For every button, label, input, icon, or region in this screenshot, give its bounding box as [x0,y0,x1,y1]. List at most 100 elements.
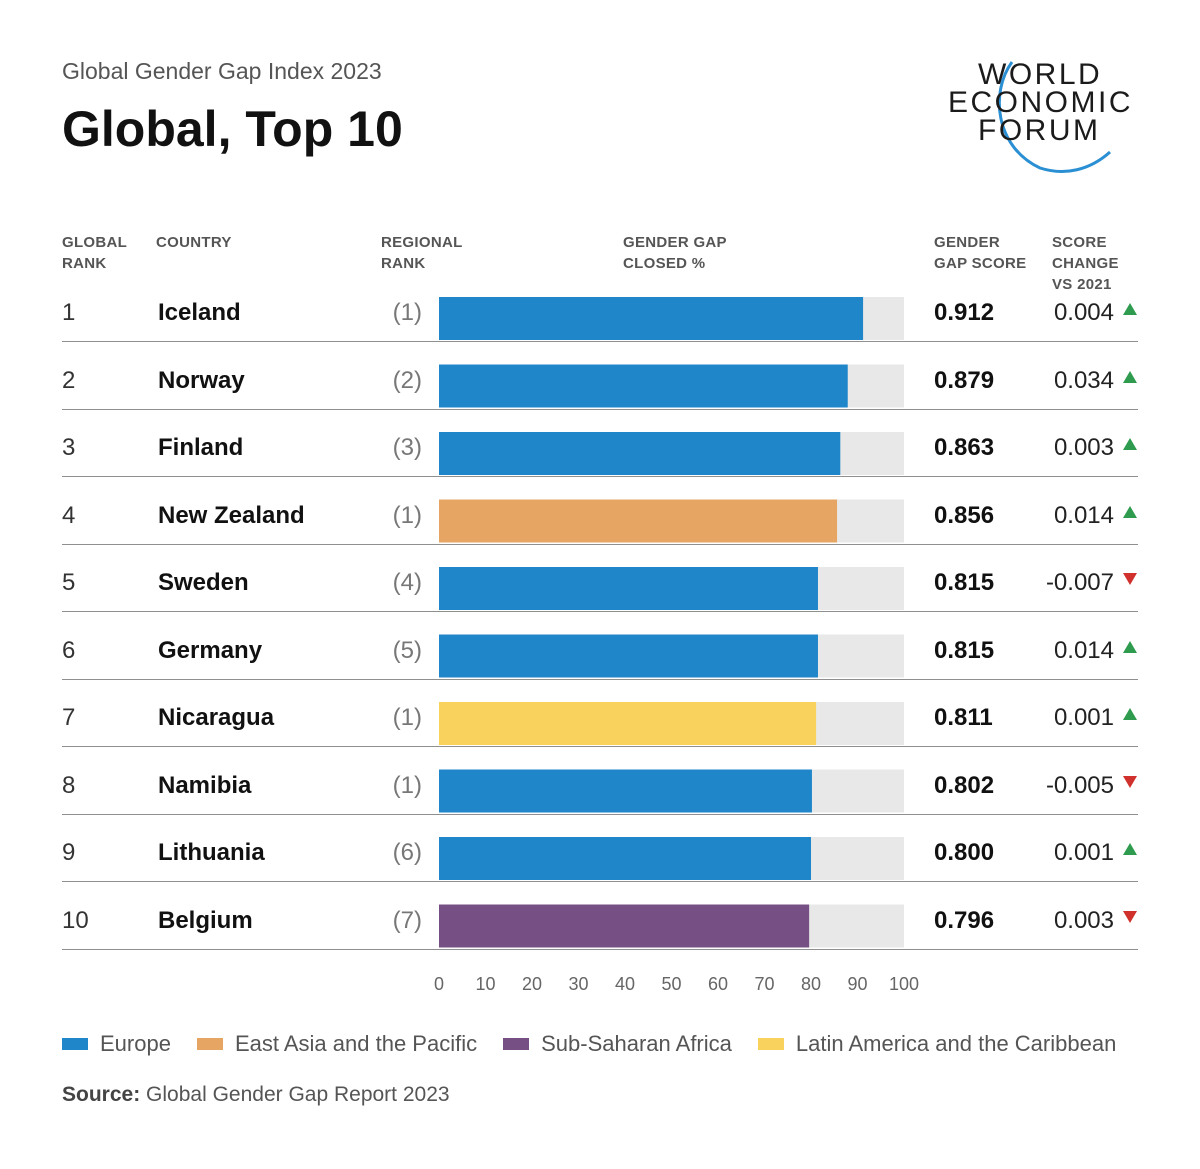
chart-title: Global, Top 10 [62,101,403,157]
regional-rank: (1) [392,501,422,529]
x-tick-label: 10 [475,974,495,994]
header-score-change-line: SCORE [1052,234,1107,251]
legend-swatch-east-asia [196,1038,223,1050]
regional-rank: (1) [392,299,422,326]
table-row: 2 Norway (2) 0.879 0.034 [62,343,1138,410]
bar-gap-closed [439,702,817,745]
header-gap-closed-line: CLOSED % [623,255,706,272]
chart-subtitle: Global Gender Gap Index 2023 [62,58,382,84]
legend-item: Europe [62,1031,171,1057]
regional-rank: (1) [392,704,422,731]
arrow-up-icon [1123,370,1137,383]
score-change: 0.014 [1053,501,1114,529]
country-name: Iceland [158,299,241,326]
source-note: Source: Global Gender Gap Report 2023 [62,1083,450,1107]
arrow-down-icon [1123,775,1137,788]
header-regional-rank-line: REGIONAL [381,234,463,251]
header-gap-score: GENDER GAP SCORE [934,232,1026,274]
legend-swatch-europe [62,1038,88,1050]
x-tick-label: 0 [434,974,444,994]
score-change: -0.005 [1045,771,1114,799]
legend-item: East Asia and the Pacific [196,1031,478,1057]
arrow-up-icon [1123,438,1137,450]
arrow-up-icon [1123,843,1137,855]
row-divider [62,813,1138,815]
header-country: COUNTRY [156,232,232,253]
gender-gap-score: 0.863 [934,434,995,461]
row-divider [62,746,1138,747]
gender-gap-score: 0.912 [934,299,995,326]
gender-gap-score: 0.800 [934,839,995,866]
bar-gap-closed [439,837,811,880]
legend-label: Sub-Saharan Africa [541,1031,732,1056]
wef-logo: WORLD ECONOMIC FORUM [940,52,1150,182]
global-rank: 1 [62,299,76,326]
x-tick-label: 50 [661,974,681,994]
arrow-down-icon [1123,573,1137,585]
legend: Europe East Asia and the Pacific Sub-Sah… [62,1030,1142,1058]
arrow-up-icon [1123,708,1137,720]
table-row: 8 Namibia (1) 0.802 -0.005 [62,748,1138,815]
source-text: Global Gender Gap Report 2023 [146,1083,450,1106]
table-row: 6 Germany (5) 0.815 0.014 [62,613,1138,680]
legend-label: East Asia and the Pacific [234,1031,478,1056]
global-rank: 10 [62,906,89,934]
row-divider [62,408,1138,410]
header-score-change: SCORE CHANGE VS 2021 [1052,232,1119,295]
score-change: 0.004 [1053,299,1114,326]
header-gap-score-line: GENDER [934,234,1000,251]
header-global-rank-line: RANK [62,255,107,272]
row-divider [62,611,1138,612]
gender-gap-score: 0.811 [934,704,993,731]
score-change: 0.014 [1053,636,1114,664]
x-tick-label: 60 [708,974,728,994]
regional-rank: (2) [392,366,422,394]
regional-rank: (3) [392,434,422,461]
bar-gap-closed [439,364,848,408]
country-name: Belgium [158,906,253,934]
table-row: 9 Lithuania (6) 0.800 0.001 [62,815,1138,882]
regional-rank: (5) [392,636,422,664]
header-score-change-line: VS 2021 [1052,276,1112,293]
gender-gap-score: 0.802 [934,771,995,799]
row-divider [62,476,1138,477]
x-tick-label: 20 [522,974,542,994]
legend-swatch-latin-america [757,1038,784,1050]
gender-gap-score: 0.815 [934,636,995,664]
bar-gap-closed [439,432,841,475]
score-change: 0.003 [1053,434,1114,461]
arrow-up-icon [1123,505,1137,518]
x-tick-label: 70 [754,974,774,994]
row-divider [62,543,1138,545]
score-change: 0.001 [1053,839,1114,866]
bar-gap-closed [439,297,864,340]
header-regional-rank: REGIONAL RANK [381,232,463,274]
regional-rank: (4) [392,569,422,596]
x-tick-label: 30 [568,974,588,994]
bar-gap-closed [439,567,818,610]
gender-gap-score: 0.856 [934,501,995,529]
gender-gap-score: 0.815 [934,569,995,596]
x-tick-label: 90 [847,974,867,994]
country-name: Nicaragua [158,704,275,731]
table-row: 1 Iceland (1) 0.912 0.004 [62,275,1138,342]
row-divider [62,678,1138,680]
gender-gap-score: 0.796 [934,906,995,934]
global-rank: 6 [62,636,76,664]
source-label: Source: [62,1083,141,1106]
wef-logo-line-3: FORUM [978,114,1101,147]
regional-rank: (1) [392,771,422,799]
score-change: 0.003 [1053,906,1114,934]
gender-gap-score: 0.879 [934,366,995,394]
wef-logo-line-2: ECONOMIC [948,86,1133,119]
global-rank: 5 [62,569,76,596]
table-row: 3 Finland (3) 0.863 0.003 [62,410,1138,477]
header-gap-closed-line: GENDER GAP [623,234,727,251]
header-gap-closed: GENDER GAP CLOSED % [623,232,727,274]
country-name: Sweden [158,569,249,596]
country-name: New Zealand [158,501,305,529]
header-global-rank: GLOBAL RANK [62,232,127,274]
global-rank: 4 [62,501,76,529]
